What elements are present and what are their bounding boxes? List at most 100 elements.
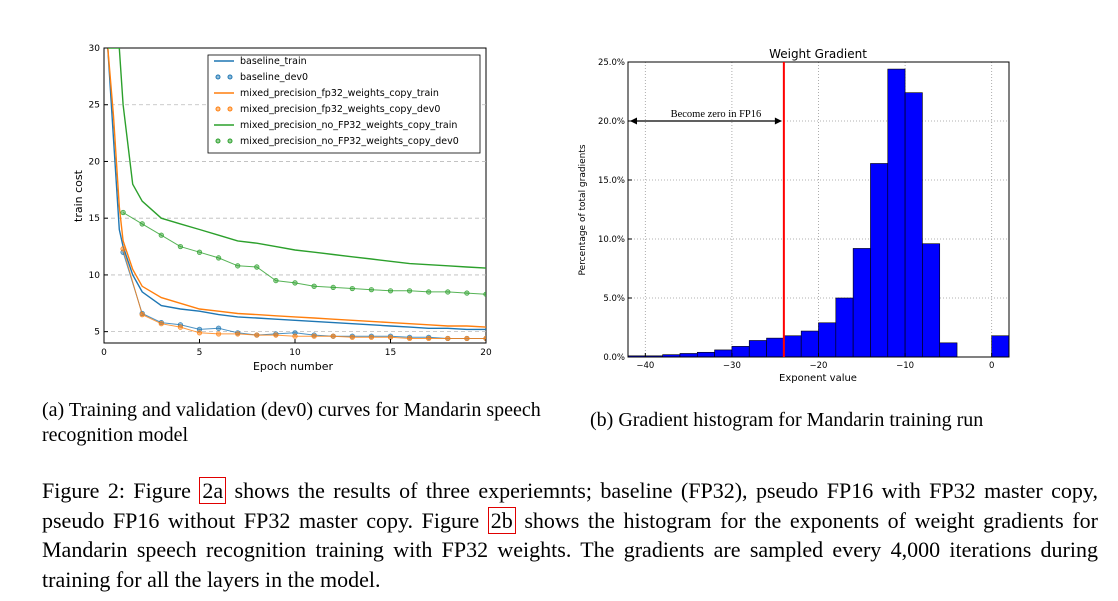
legend-label: baseline_dev0 <box>240 72 308 83</box>
data-point-mixed_precision_no_FP32_weights_copy_dev0 <box>407 288 413 294</box>
data-point-mixed_precision_fp32_weights_copy_dev0 <box>158 321 164 327</box>
data-point-mixed_precision_no_FP32_weights_copy_dev0 <box>464 290 470 296</box>
y-axis-label-b: Percentage of total gradients <box>578 144 588 275</box>
data-point-mixed_precision_fp32_weights_copy_dev0 <box>407 335 413 342</box>
figure-caption: Figure 2: Figure 2a shows the results of… <box>42 476 1098 594</box>
data-point-mixed_precision_no_FP32_weights_copy_dev0 <box>292 280 298 286</box>
x-tick-label-b: −30 <box>723 361 741 371</box>
legend-swatch <box>215 106 221 112</box>
histogram-bar <box>939 342 958 358</box>
legend-label: mixed_precision_fp32_weights_copy_train <box>240 88 439 99</box>
series-line-baseline_dev0 <box>122 252 486 339</box>
data-point-mixed_precision_fp32_weights_copy_dev0 <box>216 331 222 337</box>
caption-text-1: Figure 2: Figure <box>42 478 200 503</box>
data-point-mixed_precision_fp32_weights_copy_dev0 <box>464 335 470 342</box>
y-tick-label-a: 5 <box>94 328 100 338</box>
histogram-bar <box>887 68 906 358</box>
data-point-mixed_precision_no_FP32_weights_copy_dev0 <box>311 283 317 289</box>
caption-text-3: shows the histogram for the exponents of… <box>42 507 1098 592</box>
y-tick-label-b: 20.0% <box>598 117 625 127</box>
y-tick-label-b: 25.0% <box>598 58 625 68</box>
legend-swatch <box>215 74 221 80</box>
y-tick-label-b: 15.0% <box>598 176 625 186</box>
series-line-mixed_precision_no_FP32_weights_copy_train <box>107 48 486 269</box>
data-point-mixed_precision_fp32_weights_copy_dev0 <box>330 333 336 339</box>
legend-swatch <box>227 138 233 144</box>
data-point-mixed_precision_no_FP32_weights_copy_dev0 <box>273 277 279 284</box>
data-point-mixed_precision_fp32_weights_copy_dev0 <box>177 324 183 330</box>
data-point-mixed_precision_fp32_weights_copy_dev0 <box>445 335 451 342</box>
arrow-head-left <box>630 117 637 125</box>
legend-label: baseline_train <box>240 56 307 67</box>
data-point-mixed_precision_no_FP32_weights_copy_dev0 <box>330 284 336 291</box>
data-point-mixed_precision_fp32_weights_copy_dev0 <box>273 332 279 338</box>
x-axis-label-a: Epoch number <box>253 360 334 373</box>
data-point-mixed_precision_no_FP32_weights_copy_dev0 <box>196 249 203 255</box>
y-tick-label-b: 5.0% <box>603 294 625 304</box>
series-line-baseline_train <box>107 48 486 331</box>
figure-2a-link[interactable]: 2a <box>199 477 227 504</box>
y-tick-label-a: 30 <box>89 44 101 54</box>
x-tick-label-b: −20 <box>810 361 828 371</box>
x-tick-label-a: 15 <box>385 348 396 358</box>
data-point-mixed_precision_fp32_weights_copy_dev0 <box>139 312 145 318</box>
x-tick-label-b: 0 <box>989 361 994 371</box>
histogram-bar <box>991 335 1010 358</box>
y-tick-label-a: 25 <box>89 101 100 111</box>
y-axis-label-a: train cost <box>72 169 85 222</box>
histogram-bar <box>714 349 733 358</box>
histogram-bar <box>748 340 767 358</box>
histogram-bar <box>904 92 923 358</box>
data-point-mixed_precision_fp32_weights_copy_dev0 <box>292 333 298 339</box>
y-tick-label-a: 10 <box>89 271 101 281</box>
data-point-mixed_precision_no_FP32_weights_copy_dev0 <box>483 291 486 297</box>
annotation-text: Become zero in FP16 <box>671 109 762 120</box>
y-tick-label-b: 10.0% <box>598 235 625 245</box>
data-point-mixed_precision_no_FP32_weights_copy_dev0 <box>387 288 394 294</box>
series-line-mixed_precision_fp32_weights_copy_train <box>107 48 486 328</box>
histogram-bar <box>835 297 854 358</box>
legend-a: baseline_train baseline_dev0 mixed_precisi… <box>207 54 481 154</box>
legend-label: mixed_precision_no_FP32_weights_copy_dev… <box>240 136 459 147</box>
data-point-mixed_precision_no_FP32_weights_copy_dev0 <box>216 255 222 261</box>
data-point-baseline_dev0 <box>216 325 222 331</box>
histogram-bar <box>922 243 941 358</box>
data-point-mixed_precision_fp32_weights_copy_dev0 <box>426 335 432 342</box>
x-tick-label-a: 0 <box>101 348 107 358</box>
histogram-bar <box>766 337 785 358</box>
histogram-bar <box>870 163 889 358</box>
data-point-mixed_precision_no_FP32_weights_copy_dev0 <box>254 264 260 270</box>
data-point-mixed_precision_no_FP32_weights_copy_dev0 <box>426 289 432 295</box>
y-tick-label-a: 20 <box>89 157 101 167</box>
data-point-mixed_precision_fp32_weights_copy_dev0 <box>349 334 355 340</box>
figure-2b-link[interactable]: 2b <box>487 506 516 534</box>
legend-label: mixed_precision_fp32_weights_copy_dev0 <box>240 104 440 115</box>
histogram-bar <box>679 353 698 358</box>
histogram-bar <box>852 248 871 358</box>
data-point-mixed_precision_no_FP32_weights_copy_dev0 <box>120 209 126 216</box>
legend-label: mixed_precision_no_FP32_weights_copy_tra… <box>240 120 457 131</box>
data-point-mixed_precision_fp32_weights_copy_dev0 <box>311 333 317 339</box>
subcaption-a: (a) Training and validation (dev0) curve… <box>42 399 541 446</box>
caption-text-2: shows the results of three experiemnts; … <box>42 478 1099 533</box>
x-tick-label-a: 20 <box>480 348 492 358</box>
data-point-mixed_precision_no_FP32_weights_copy_dev0 <box>158 232 164 238</box>
data-point-mixed_precision_no_FP32_weights_copy_dev0 <box>235 263 241 269</box>
data-point-mixed_precision_fp32_weights_copy_dev0 <box>254 332 260 338</box>
data-point-mixed_precision_no_FP32_weights_copy_dev0 <box>445 289 451 295</box>
data-point-mixed_precision_no_FP32_weights_copy_dev0 <box>139 221 145 227</box>
series-line-mixed_precision_fp32_weights_copy_dev0 <box>122 248 486 339</box>
x-tick-label-b: −40 <box>636 361 654 371</box>
data-point-mixed_precision_fp32_weights_copy_dev0 <box>120 246 126 252</box>
arrow-head-right <box>774 117 782 125</box>
histogram-bar <box>696 351 715 358</box>
legend-swatch <box>227 74 233 80</box>
x-tick-label-a: 10 <box>289 348 301 358</box>
histogram-bar <box>731 346 750 358</box>
histogram-bar <box>800 330 819 358</box>
histogram-bar <box>783 335 802 358</box>
data-point-mixed_precision_fp32_weights_copy_dev0 <box>483 335 486 342</box>
data-point-mixed_precision_fp32_weights_copy_dev0 <box>196 330 203 336</box>
chart-title-b: Weight Gradient <box>769 47 867 61</box>
y-tick-label-b: 0.0% <box>603 353 625 363</box>
